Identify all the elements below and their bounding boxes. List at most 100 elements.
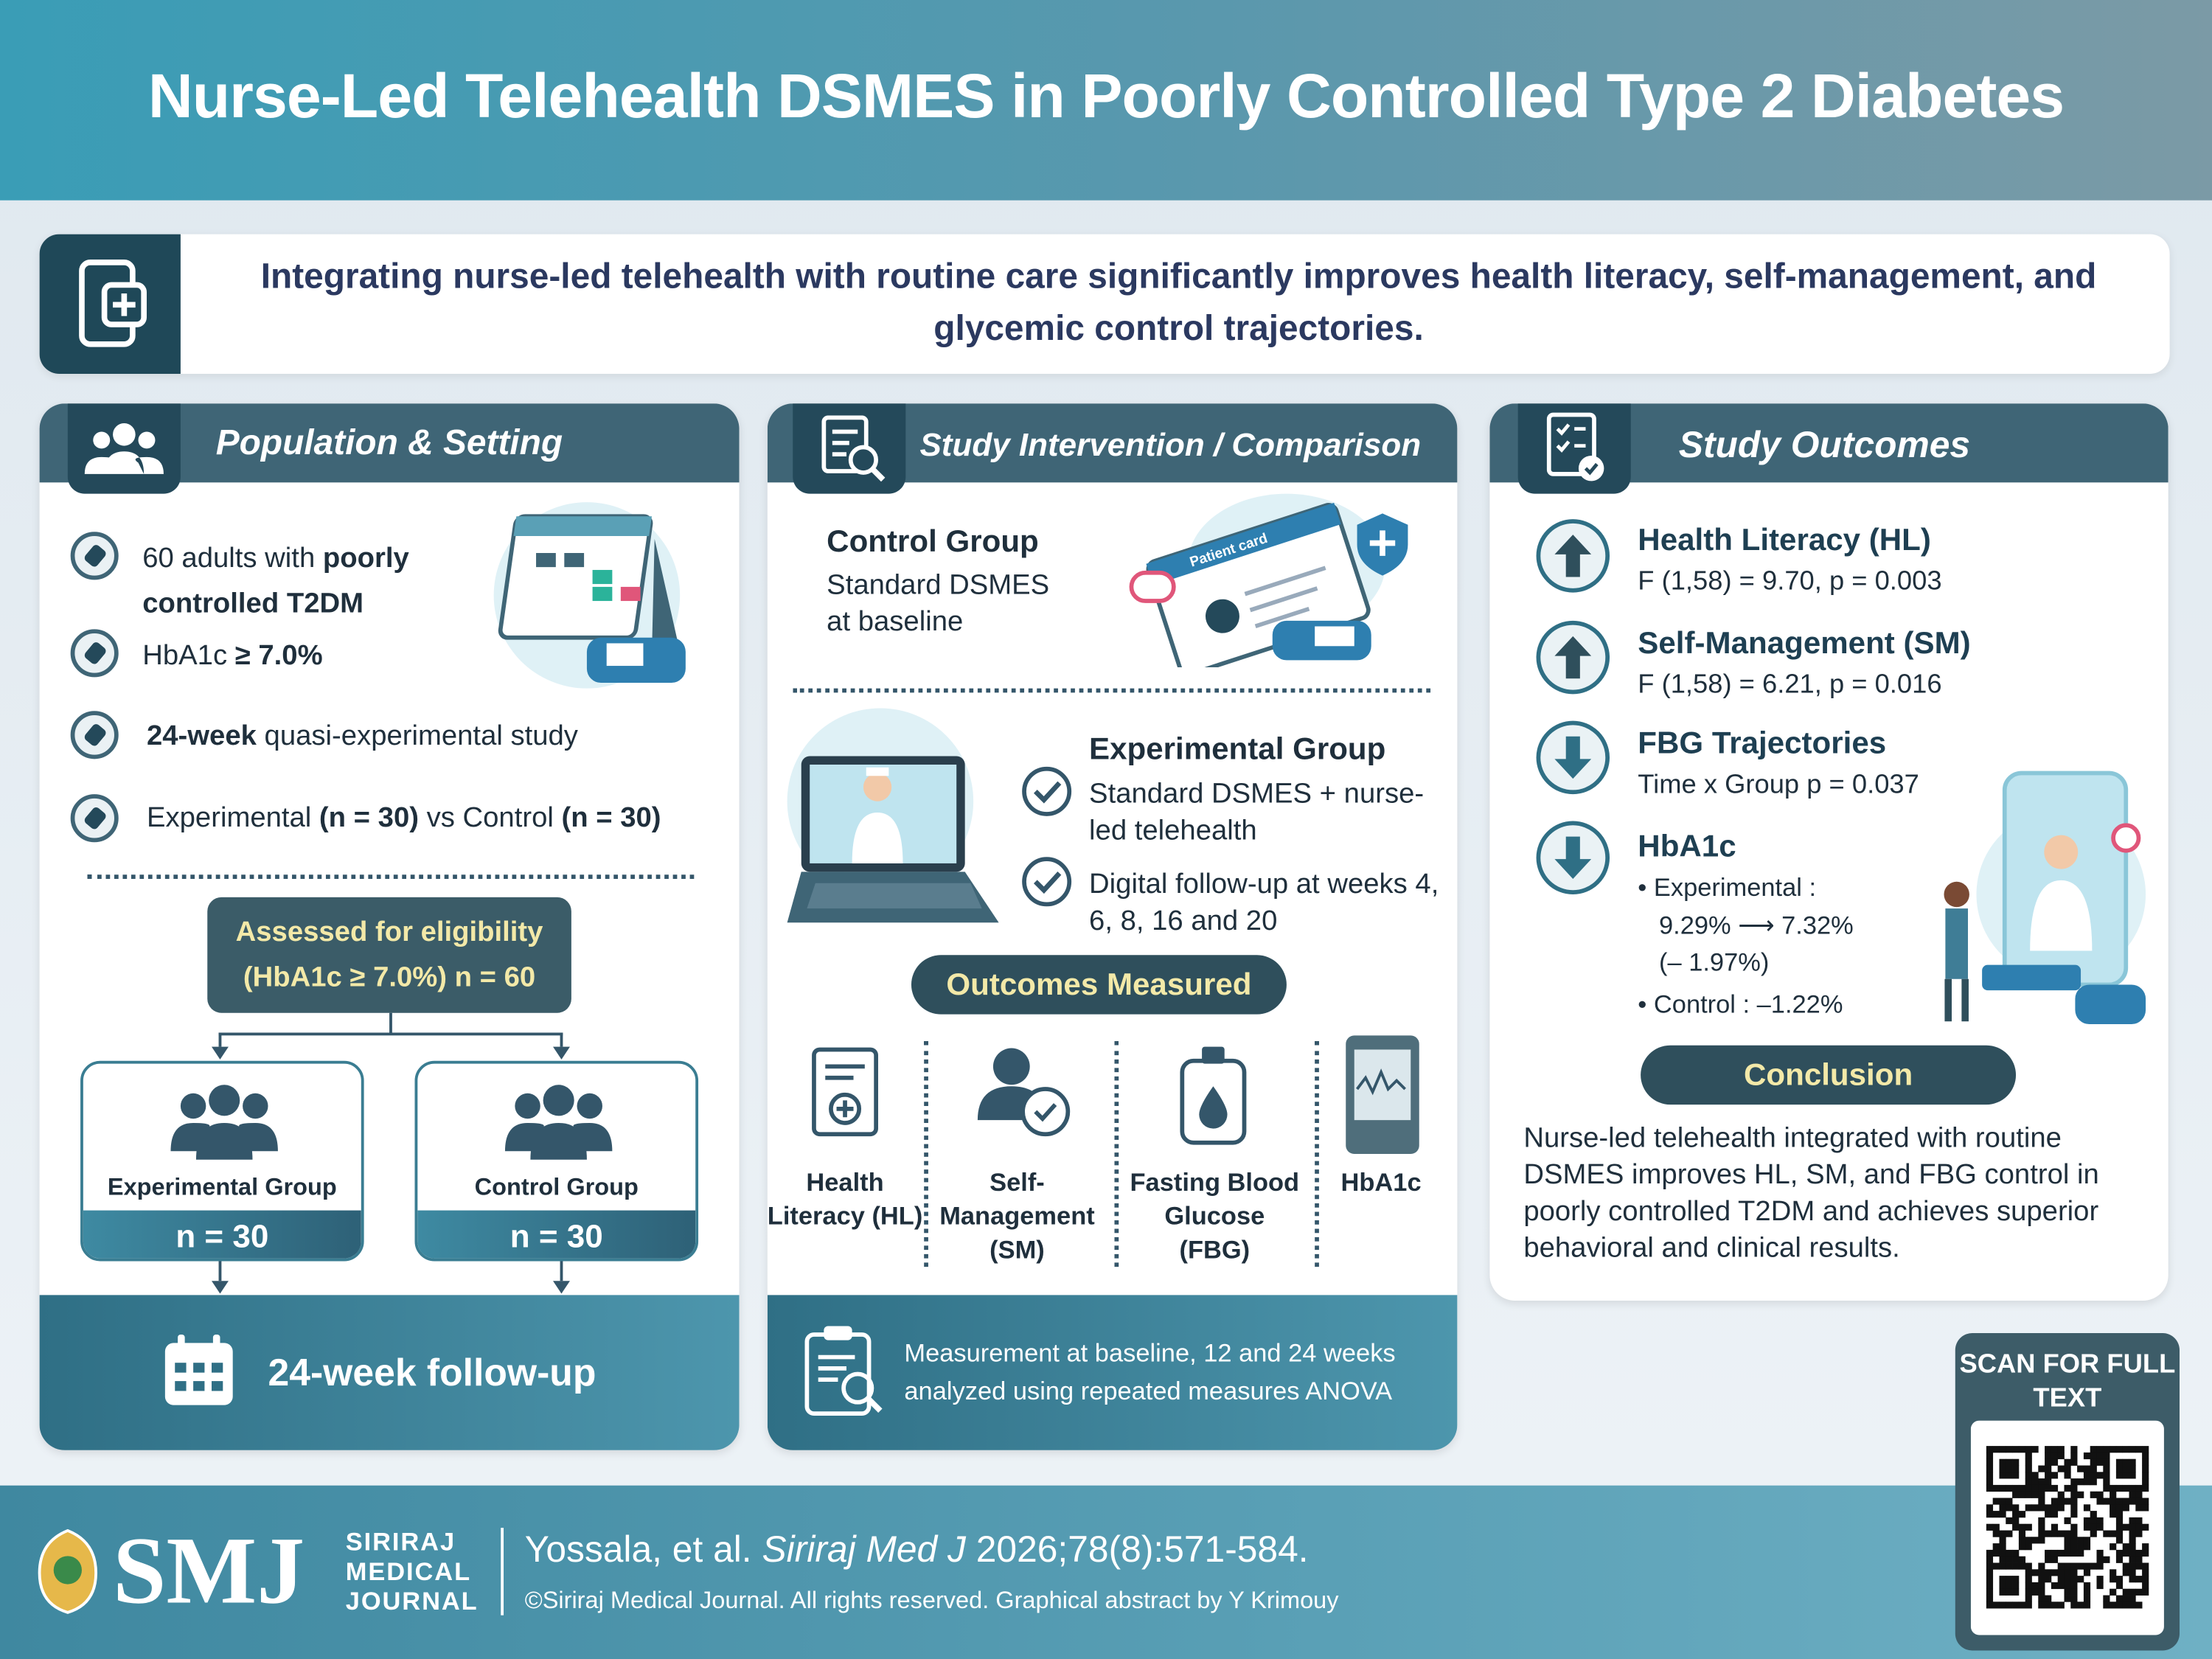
graphic [170,1122,210,1152]
conclusion-pill: Conclusion [1641,1045,2017,1105]
qr-module [2110,1530,2117,1537]
graphic [211,1381,223,1391]
qr-module [1986,1582,1994,1590]
qr-module [2096,1452,2104,1460]
group-label: Experimental Group [107,1173,337,1201]
qr-module [2083,1595,2091,1602]
qr-module [1999,1549,2006,1557]
qr-module [1992,1523,2000,1531]
icon-tab [793,403,906,494]
graphic [606,643,644,667]
journal-name: SIRIRAJ MEDICAL JOURNAL [346,1528,479,1617]
graphic [573,1122,613,1152]
qr-module [2129,1498,2136,1505]
qr-module [2025,1582,2032,1590]
qr-module [1992,1549,2000,1557]
qr-module [1999,1504,2006,1512]
graphic [829,1092,862,1125]
qr-module [2031,1491,2039,1498]
graphic [212,1334,220,1352]
graphic [992,1048,1030,1085]
text: JOURNAL [345,1587,479,1615]
qr-module [2051,1446,2059,1453]
arrow-up [1554,636,1592,679]
qr-module [2110,1504,2117,1512]
qr-module [2064,1576,2071,1583]
qr-module [2090,1465,2097,1472]
arrow [211,1046,229,1060]
qr-module [1986,1569,1994,1576]
qr-module [2115,1595,2124,1602]
graphic [239,1122,278,1152]
graphic [1022,766,1072,816]
qr-module [2096,1523,2104,1531]
qr-module [2038,1504,2045,1512]
group-title: Control Group [827,523,1039,559]
qr-module [2018,1530,2026,1537]
qr-module [2057,1504,2065,1512]
connector [218,1032,563,1036]
graphic [592,569,613,585]
qr-module [2064,1517,2071,1525]
qr-module [2103,1472,2110,1479]
qr-module [2083,1452,2091,1460]
qr-module [2115,1537,2124,1544]
connector [218,1261,222,1281]
qr-module [2129,1601,2136,1609]
qr-module [2115,1472,2124,1479]
qr-module [1986,1478,1994,1486]
graphic [178,1334,185,1352]
qr-module [2064,1465,2071,1472]
qr-module [2051,1504,2059,1512]
qr-module [2038,1569,2045,1576]
graphic [1944,881,1969,908]
qr-module [2115,1458,2124,1466]
group-box: Experimental Group n = 30 [80,1060,364,1262]
journal-logo: SMJ [113,1516,305,1624]
qr-module [2077,1478,2084,1486]
conclusion-text: Nurse-led telehealth integrated with rou… [1523,1122,2099,1265]
qr-module [2096,1556,2104,1563]
graphic [848,445,879,475]
graphic [1315,626,1354,647]
graphic [821,415,869,473]
qr-module [2122,1595,2129,1602]
qr-module [2051,1523,2059,1531]
qr-module [2051,1530,2059,1537]
citation: Yossala, et al. Siriraj Med J 2026;78(8)… [525,1528,1309,1571]
qr-module [2018,1511,2026,1518]
qr-module [2090,1472,2097,1479]
qr-module [2064,1484,2071,1492]
qr-module [2025,1588,2032,1596]
qr-module [2103,1465,2110,1472]
graphic [1244,566,1326,629]
pin-icon [70,532,119,580]
group-n: n = 30 [83,1210,361,1259]
hba1c-detail: (– 1.97%) [1658,947,1770,976]
qr-module [2122,1446,2129,1453]
tablet-icon [1346,1035,1419,1155]
qr-module [2122,1549,2129,1557]
qr-module [2096,1562,2104,1570]
qr-module [2006,1530,2013,1537]
qr-module [2012,1491,2020,1498]
qr-module [2057,1452,2065,1460]
copyright: ©Siriraj Medical Journal. All rights res… [524,1587,1339,1614]
text: (n = 30) [319,802,419,834]
qr-module [2070,1537,2078,1544]
divider [87,874,695,879]
qr-module [2129,1530,2136,1537]
qr-module [2083,1543,2091,1551]
qr-module [1986,1458,1994,1466]
qr-module [2051,1569,2059,1576]
qr-module [2142,1472,2149,1479]
graphic [1205,599,1239,633]
outcomes-measured-pill: Outcomes Measured [911,955,1287,1015]
qr-module [2031,1472,2039,1479]
outcome-label: Health Literacy (HL) [767,1168,923,1231]
panel-title: Study Intervention / Comparison [919,425,1422,463]
result-name: HbA1c [1638,828,1736,863]
qr-module [2135,1523,2143,1531]
qr-module [2012,1562,2020,1570]
qr-module [2122,1472,2129,1479]
